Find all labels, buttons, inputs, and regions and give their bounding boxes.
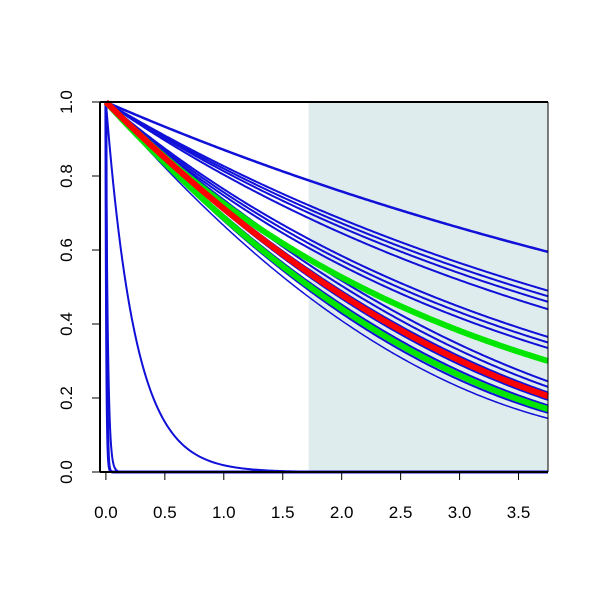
series-layer <box>103 99 550 474</box>
series-line-blue-7 <box>105 101 549 350</box>
series-line-blue-1 <box>105 101 549 292</box>
x-tick-label-4: 2.0 <box>330 503 354 522</box>
x-tick-label-3: 1.5 <box>271 503 295 522</box>
series-line-blue-0 <box>105 100 549 254</box>
shaded-region <box>308 102 548 472</box>
series-line-blue-5 <box>105 101 549 338</box>
series-line-green-19 <box>103 99 550 412</box>
x-tick-label-5: 2.5 <box>389 503 413 522</box>
y-tick-label-0: 0.0 <box>57 460 76 484</box>
x-tick-label-7: 3.5 <box>507 503 531 522</box>
y-tick-label-3: 0.6 <box>57 238 76 262</box>
series-line-red-20 <box>103 99 550 399</box>
series-line-blue-2 <box>105 101 549 298</box>
x-tick-label-6: 3.0 <box>448 503 472 522</box>
y-tick-label-4: 0.8 <box>57 164 76 188</box>
x-tick-label-2: 1.0 <box>212 503 236 522</box>
y-ticks: 0.0 0.2 0.4 0.6 0.8 1.0 <box>57 90 100 484</box>
series-line-blue-3 <box>105 101 549 303</box>
series-line-blue-4 <box>105 101 549 311</box>
x-tick-label-0: 0.0 <box>94 503 118 522</box>
series-line-blue-6 <box>105 101 549 344</box>
x-ticks: 0.0 0.5 1.0 1.5 2.0 2.5 3.0 3.5 <box>94 472 530 522</box>
series-line-blue-14 <box>105 101 549 420</box>
y-tick-label-2: 0.4 <box>57 312 76 336</box>
x-tick-label-1: 0.5 <box>153 503 177 522</box>
y-tick-label-1: 0.2 <box>57 386 76 410</box>
y-tick-label-5: 1.0 <box>57 90 76 114</box>
